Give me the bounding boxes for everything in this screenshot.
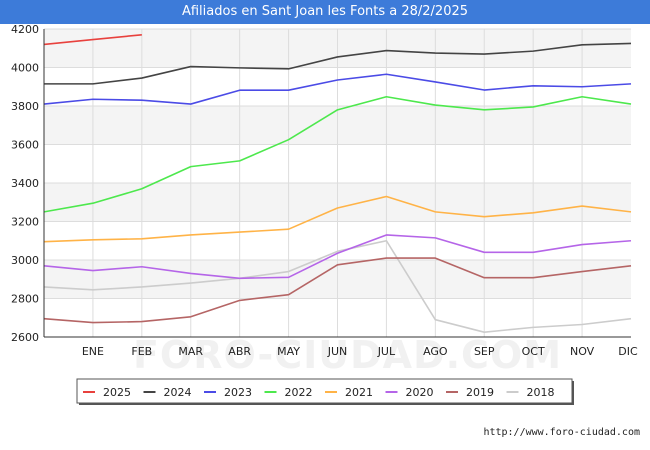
watermark-group: FORO-CIUDAD.COM: [133, 333, 562, 377]
legend-label-2019: 2019: [466, 386, 494, 399]
legend-label-2022: 2022: [285, 386, 313, 399]
legend-label-2023: 2023: [224, 386, 252, 399]
x-tick-label: MAR: [178, 345, 203, 358]
x-tick-label: DIC: [618, 345, 638, 358]
x-axis-ticks: ENE FEB MAR ABR MAY JUN JUL AGO SEP OCT NOV DIC: [82, 345, 638, 358]
series-line-2022: [43, 95, 632, 213]
x-tick-label: FEB: [131, 345, 152, 358]
series-line-2023: [43, 73, 632, 105]
x-tick-label: JUL: [377, 345, 396, 358]
y-tick-label: 3200: [11, 216, 39, 229]
series-line-2025: [43, 33, 142, 46]
y-tick-label: 3600: [11, 139, 39, 152]
y-axis-ticks: 2600 2800 3000 3200 3400 3600 3800 4000 4200: [11, 23, 39, 344]
x-tick-label: SEP: [474, 345, 495, 358]
y-tick-label: 3400: [11, 177, 39, 190]
legend-label-2021: 2021: [345, 386, 373, 399]
series-line-2024: [44, 42, 632, 85]
y-tick-label: 3000: [11, 254, 39, 267]
legend: 2025 2024 2023 2022 2021 2020 2019 2018: [76, 378, 574, 405]
source-url: http://www.foro-ciudad.com: [483, 427, 640, 438]
legend-label-2018: 2018: [527, 386, 555, 399]
y-tick-label: 4200: [11, 23, 39, 36]
chart-title: Afiliados en Sant Joan les Fonts a 28/2/…: [0, 0, 650, 24]
y-tick-label: 2800: [11, 293, 39, 306]
x-tick-label: AGO: [423, 345, 448, 358]
series-line-2018: [43, 239, 632, 333]
legend-box: [76, 378, 573, 404]
legend-label-2024: 2024: [164, 386, 192, 399]
legend-label-2020: 2020: [406, 386, 434, 399]
x-tick-label: ABR: [228, 345, 251, 358]
series-line-2021: [43, 195, 632, 243]
series-lines: [43, 33, 632, 333]
y-tick-label: 2600: [11, 331, 39, 344]
x-tick-label: MAY: [277, 345, 300, 358]
x-tick-label: OCT: [522, 345, 545, 358]
x-tick-label: NOV: [570, 345, 595, 358]
grid-lines: [44, 28, 631, 338]
x-tick-label: ENE: [82, 345, 104, 358]
series-line-2020: [43, 234, 632, 280]
axes: [43, 29, 631, 338]
x-tick-label: JUN: [327, 345, 348, 358]
legend-label-2025: 2025: [103, 386, 131, 399]
y-tick-label: 4000: [11, 62, 39, 75]
watermark: FORO-CIUDAD.COM: [133, 333, 562, 377]
series-line-2019: [43, 257, 632, 324]
y-tick-label: 3800: [11, 100, 39, 113]
